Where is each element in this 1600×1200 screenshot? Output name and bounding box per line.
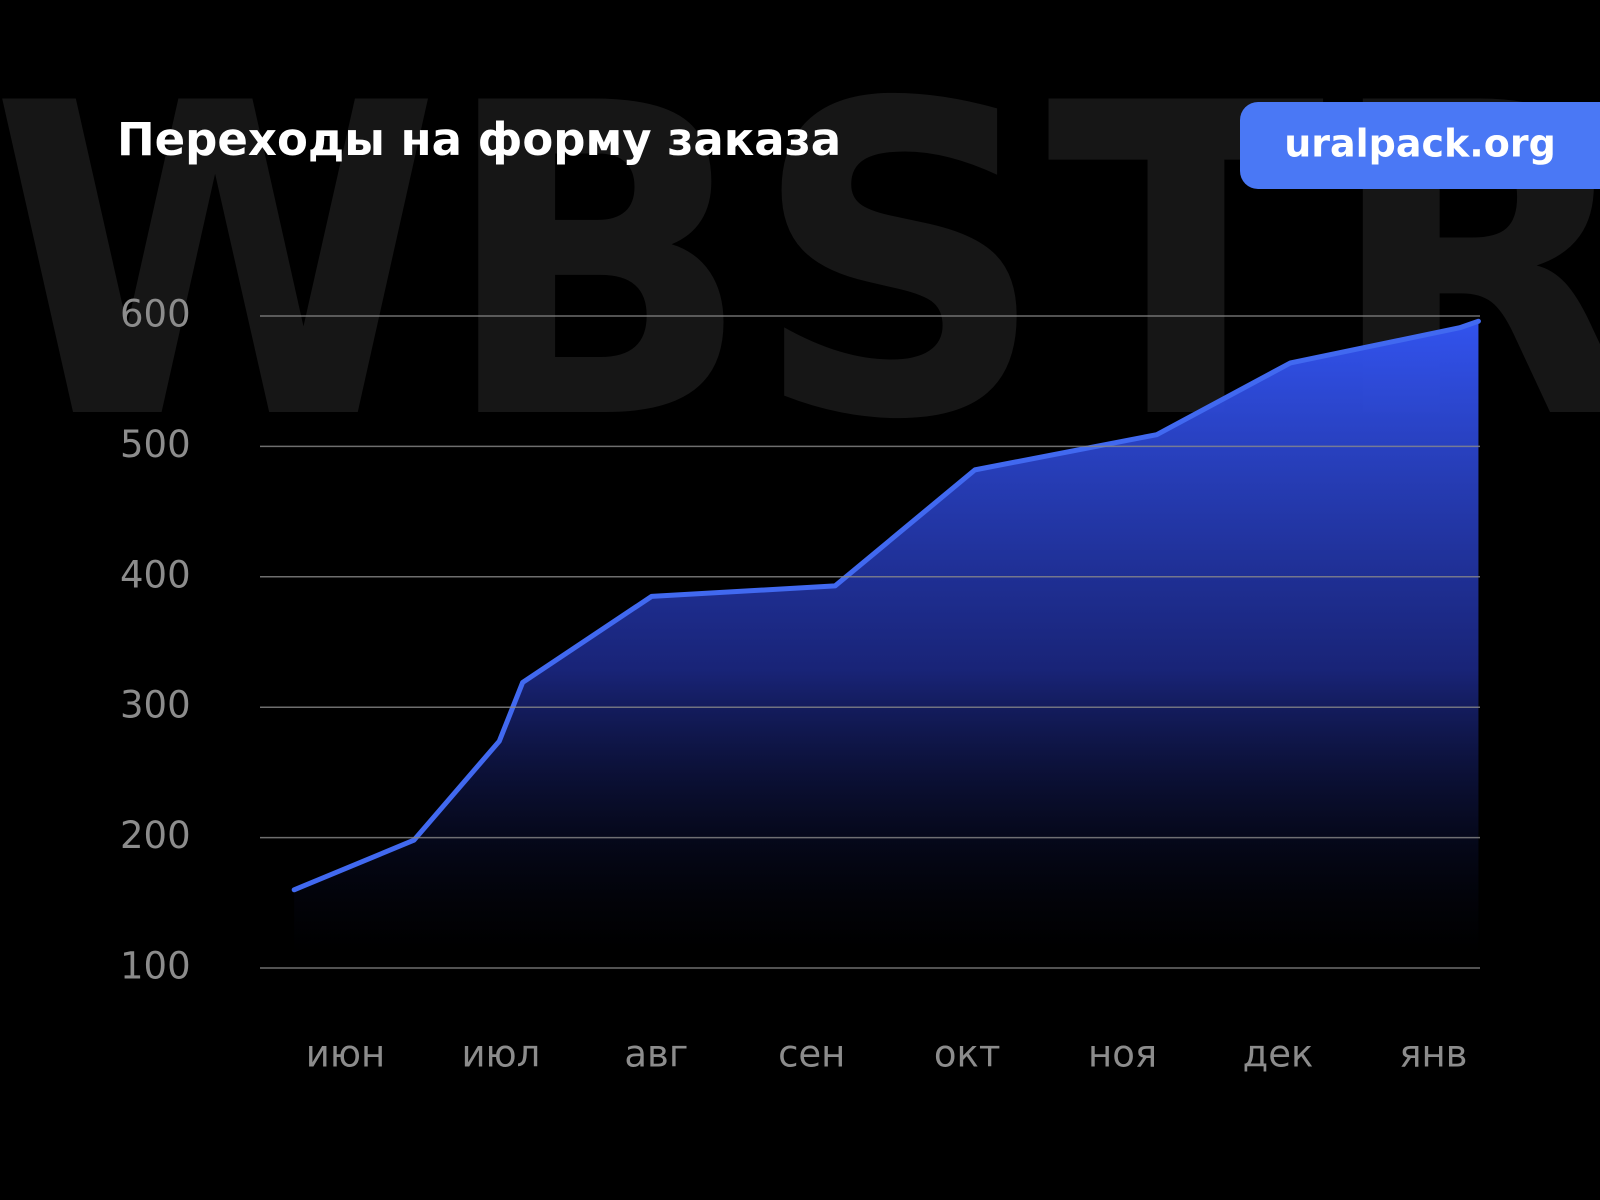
x-tick-label: июн <box>306 1033 385 1076</box>
line <box>291 318 1481 893</box>
y-tick-label: 600 <box>120 293 191 336</box>
x-tick-label: июл <box>461 1033 540 1076</box>
x-tick-label: авг <box>624 1033 688 1076</box>
y-tick-label: 400 <box>120 553 191 596</box>
badge-text[interactable]: uralpack.org <box>1284 122 1556 166</box>
y-tick-label: 200 <box>120 814 191 857</box>
plot-area: 100 200 300 400 500 600 июн июл авг сен окт ноя дек я… <box>120 293 1481 1076</box>
x-tick-label: янв <box>1399 1033 1467 1076</box>
x-tick-label: дек <box>1243 1033 1314 1076</box>
x-tick-label: сен <box>778 1033 845 1076</box>
y-tick-label: 300 <box>120 684 191 727</box>
x-tick-label: окт <box>934 1033 1001 1076</box>
x-tick-label: ноя <box>1088 1033 1157 1076</box>
y-tick-label: 100 <box>120 945 191 988</box>
chart-title: Переходы на форму заказа <box>117 113 841 166</box>
badge[interactable] <box>1240 102 1600 189</box>
y-tick-label: 500 <box>120 423 191 466</box>
area-fill <box>294 321 1479 956</box>
